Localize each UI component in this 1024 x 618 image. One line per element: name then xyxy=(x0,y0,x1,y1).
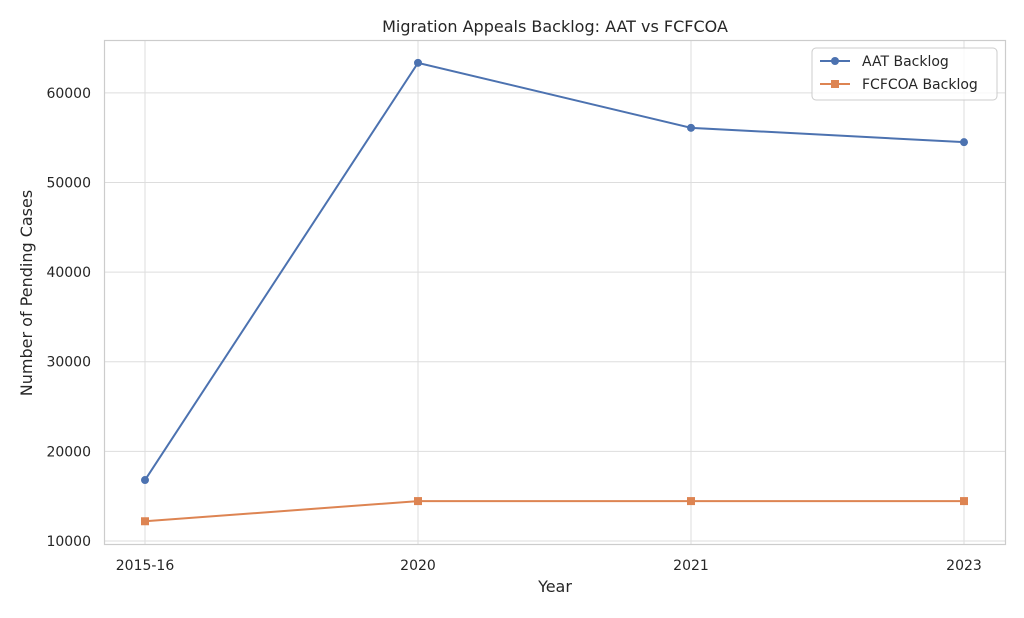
legend-marker xyxy=(831,57,839,65)
y-tick-label: 50000 xyxy=(46,175,91,191)
x-tick-label: 2020 xyxy=(400,558,436,574)
series-line-0 xyxy=(144,61,965,481)
plot-frame xyxy=(103,39,1007,546)
y-tick-label: 10000 xyxy=(46,534,91,550)
data-point xyxy=(687,123,695,132)
x-axis-label: Year xyxy=(537,577,572,596)
data-point xyxy=(414,497,422,506)
data-point xyxy=(141,476,149,485)
data-point xyxy=(141,517,149,526)
y-axis-label: Number of Pending Cases xyxy=(17,190,36,396)
y-tick-label: 60000 xyxy=(46,86,91,102)
y-tick-label: 30000 xyxy=(46,355,91,371)
chart-title: Migration Appeals Backlog: AAT vs FCFCOA xyxy=(382,17,728,36)
y-tick-label: 20000 xyxy=(46,444,91,460)
x-tick-label: 2023 xyxy=(946,558,982,574)
legend-marker xyxy=(831,80,839,88)
x-tick-label: 2021 xyxy=(673,558,709,574)
data-point xyxy=(960,138,968,147)
data-point xyxy=(414,58,422,67)
y-tick-label: 40000 xyxy=(46,265,91,281)
data-point xyxy=(687,497,695,506)
legend: AAT Backlog FCFCOA Backlog xyxy=(811,47,998,101)
data-point xyxy=(960,497,968,506)
x-tick-label: 2015-16 xyxy=(116,558,175,574)
legend-label: AAT Backlog xyxy=(862,54,949,70)
legend-label: FCFCOA Backlog xyxy=(862,77,978,93)
series-line-1 xyxy=(144,500,964,523)
